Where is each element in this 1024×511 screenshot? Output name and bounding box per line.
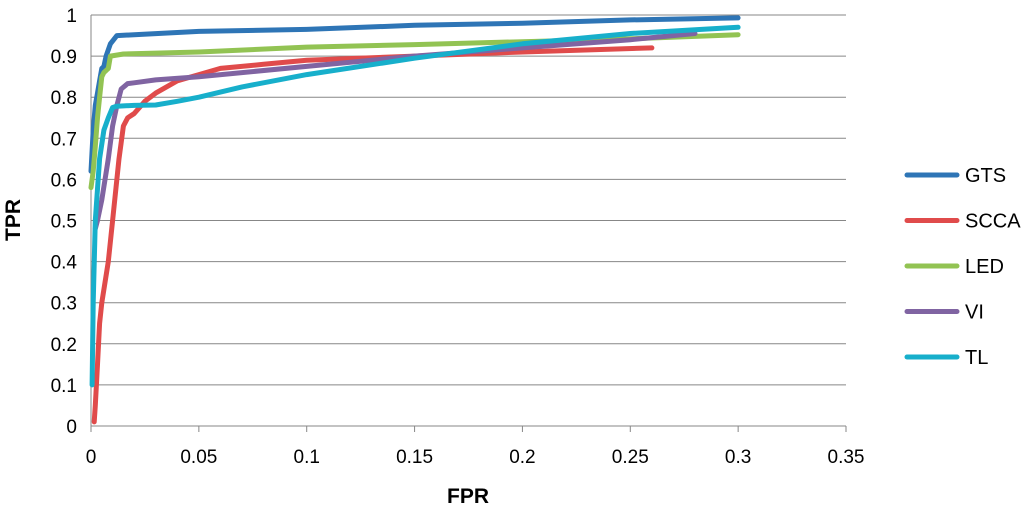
legend-label-vi: VI [965,302,984,324]
x-tick-label: 0 [86,447,97,468]
x-tick-label: 0.05 [180,447,217,468]
y-tick-label: 0.5 [51,212,77,233]
series-line-scca [91,45,655,425]
y-tick-label: 0.9 [51,47,77,68]
y-tick-label: 0 [66,417,77,438]
y-tick-label: 0.3 [51,294,77,315]
y-tick-label: 0.6 [51,170,77,191]
y-axis-title: TPR [2,199,25,241]
y-tick-label: 0.1 [51,376,77,397]
x-tick-label: 0.1 [294,447,320,468]
legend-label-tl: TL [965,347,988,369]
series-line-gts [88,15,741,174]
legend-label-led: LED [965,256,1004,278]
y-tick-label: 0.8 [51,88,77,109]
x-tick-label: 0.15 [396,447,433,468]
legend-label-scca: SCCA [965,211,1021,233]
legend-label-gts: GTS [965,165,1006,187]
y-tick-label: 0.4 [51,253,78,274]
y-tick-label: 1 [66,6,77,27]
x-tick-label: 0.2 [509,447,535,468]
x-tick-labels: 0 0.05 0.1 0.15 0.2 0.25 0.3 0.35 [86,447,865,468]
series-lines [88,15,741,425]
series-line-tl [89,24,741,388]
y-tick-label: 0.2 [51,335,77,356]
y-tick-label: 0.7 [51,129,77,150]
y-tick-labels: 0 0.1 0.2 0.3 0.4 0.5 0.6 0.7 0.8 0.9 1 [51,6,78,438]
x-axis-title: FPR [447,485,489,508]
legend: GTS SCCA LED VI TL [904,165,1021,369]
x-tick-label: 0.3 [725,447,751,468]
x-tick-label: 0.25 [612,447,649,468]
x-tick-label: 0.35 [828,447,865,468]
series-line-led [88,32,741,191]
